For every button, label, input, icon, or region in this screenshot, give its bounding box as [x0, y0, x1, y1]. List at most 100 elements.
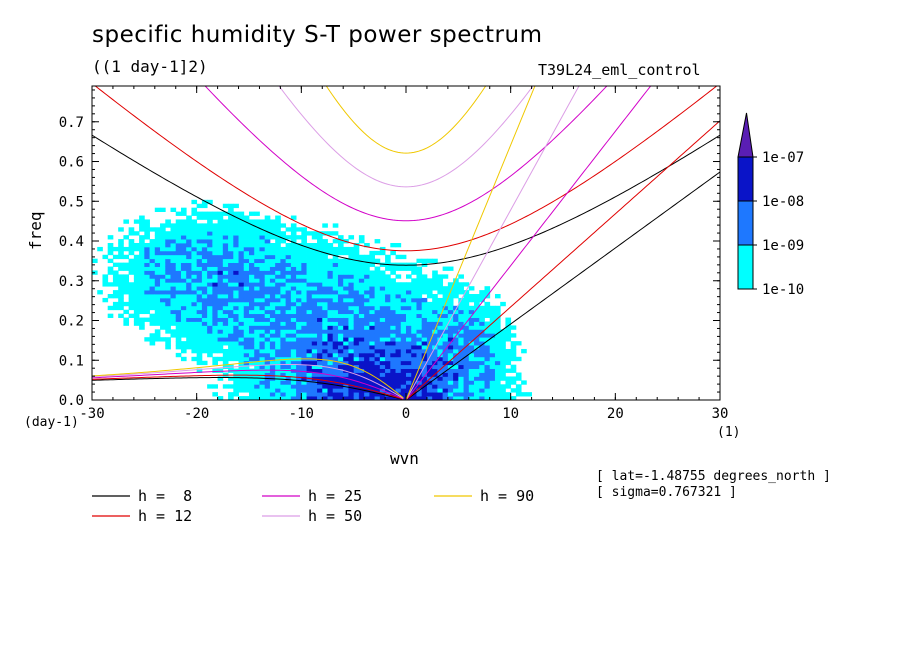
spectrum-cell [259, 388, 266, 393]
spectrum-cell [170, 246, 177, 252]
spectrum-cell [269, 321, 276, 326]
spectrum-cell [385, 278, 391, 283]
spectrum-cell [421, 380, 428, 385]
spectrum-cell [175, 301, 182, 307]
spectrum-cell [489, 356, 496, 362]
spectrum-cell [327, 266, 334, 271]
spectrum-cell [416, 278, 423, 283]
spectrum-cell [317, 321, 323, 326]
spectrum-cell [243, 301, 250, 307]
spectrum-cell [442, 341, 449, 346]
spectrum-cell [243, 286, 250, 291]
spectrum-cell [317, 239, 323, 244]
spectrum-cell [123, 309, 130, 315]
spectrum-cell [264, 239, 271, 244]
spectrum-cell [165, 266, 171, 271]
spectrum-cell [243, 317, 250, 322]
spectrum-cell [521, 348, 527, 354]
spectrum-cell [180, 329, 187, 334]
spectrum-cell [296, 290, 302, 295]
spectrum-cell [217, 301, 224, 307]
spectrum-cell [139, 309, 145, 315]
spectrum-cell [463, 376, 470, 381]
spectrum-cell [379, 317, 386, 322]
spectrum-cell [212, 313, 218, 318]
spectrum-cell [243, 333, 250, 338]
spectrum-cell [254, 266, 260, 271]
spectrum-cell [400, 290, 407, 295]
spectrum-cell [191, 243, 198, 248]
spectrum-cell [207, 270, 213, 275]
spectrum-cell [484, 360, 491, 366]
spectrum-cell [353, 243, 360, 248]
spectrum-cell [301, 270, 307, 275]
spectrum-cell [306, 286, 313, 291]
spectrum-cell [249, 313, 255, 318]
spectrum-cell [395, 368, 402, 373]
spectrum-cell [463, 384, 470, 389]
spectrum-cell [196, 203, 203, 209]
spectrum-cell [228, 333, 234, 338]
spectrum-cell [280, 270, 287, 275]
spectrum-cell [406, 305, 412, 311]
dispersion-curve-90-ig [325, 86, 487, 154]
spectrum-cell [196, 301, 203, 307]
spectrum-cell [269, 227, 276, 232]
spectrum-cell [458, 321, 464, 326]
spectrum-cell [390, 380, 396, 385]
spectrum-cell [317, 337, 323, 342]
spectrum-cell [175, 266, 182, 271]
spectrum-cell [275, 294, 281, 299]
spectrum-cell [118, 243, 124, 248]
spectrum-cell [254, 262, 260, 267]
spectrum-cell [395, 337, 402, 342]
spectrum-cell [160, 274, 166, 279]
spectrum-cell [327, 325, 334, 330]
spectrum-cell [416, 305, 423, 311]
spectrum-cell [385, 380, 391, 385]
spectrum-cell [222, 239, 229, 244]
spectrum-cell [243, 235, 250, 240]
spectrum-cell [233, 262, 239, 267]
spectrum-cell [432, 396, 438, 400]
spectrum-cell [337, 246, 344, 252]
spectrum-cell [348, 364, 355, 370]
spectrum-cell [353, 345, 360, 350]
spectrum-cell [264, 380, 271, 385]
spectrum-cell [385, 258, 391, 264]
run-label: T39L24_eml_control [538, 61, 701, 79]
spectrum-cell [180, 278, 187, 283]
spectrum-cell [186, 313, 192, 318]
spectrum-cell [515, 341, 522, 346]
spectrum-cell [217, 356, 224, 362]
spectrum-cell [222, 372, 229, 377]
spectrum-cell [275, 368, 281, 373]
spectrum-cell [432, 384, 438, 389]
spectrum-cell [243, 388, 250, 393]
spectrum-cell [160, 239, 166, 244]
spectrum-cell [374, 309, 381, 315]
spectrum-cell [186, 262, 192, 267]
spectrum-cell [118, 301, 124, 307]
spectrum-cell [175, 231, 182, 236]
spectrum-cell [123, 321, 130, 326]
spectrum-cell [447, 294, 454, 299]
spectrum-cell [144, 223, 150, 228]
spectrum-cell [447, 384, 454, 389]
spectrum-cell [385, 333, 391, 338]
spectrum-cell [160, 282, 166, 287]
spectrum-cell [301, 266, 307, 271]
spectrum-cell [364, 313, 370, 318]
spectrum-cell [353, 290, 360, 295]
spectrum-cell [327, 376, 334, 381]
spectrum-cell [296, 392, 302, 397]
spectrum-cell [191, 341, 198, 346]
spectrum-cell [165, 254, 171, 260]
spectrum-cell [201, 325, 208, 330]
spectrum-cell [285, 262, 292, 267]
spectrum-cell [421, 286, 428, 291]
spectrum-cell [385, 317, 391, 322]
spectrum-cell [296, 384, 302, 389]
spectrum-cell [269, 231, 276, 236]
spectrum-cell [474, 384, 480, 389]
